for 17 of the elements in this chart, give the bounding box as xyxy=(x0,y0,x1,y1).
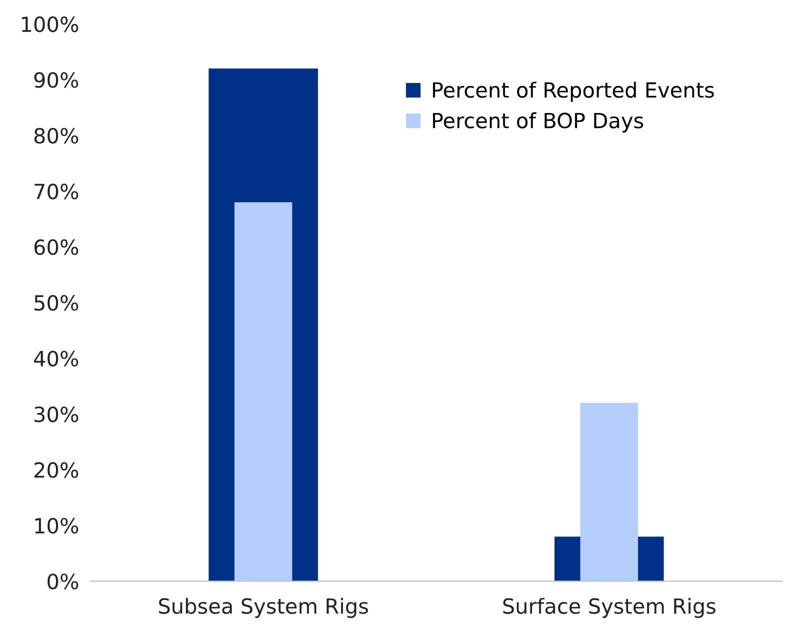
legend-label: Percent of BOP Days xyxy=(432,112,644,132)
y-tick-label: 100% xyxy=(22,16,78,32)
y-tick-label: 50% xyxy=(34,295,78,311)
x-tick-label: Subsea System Rigs xyxy=(159,598,368,618)
y-tick-label: 0% xyxy=(48,574,78,590)
y-tick-label: 40% xyxy=(34,350,78,366)
y-tick-label: 10% xyxy=(35,518,78,534)
x-tick-label: Surface System Rigs xyxy=(503,598,716,618)
y-tick-label: 90% xyxy=(34,72,78,88)
bar xyxy=(234,202,292,582)
y-tick-label: 70% xyxy=(34,184,78,200)
bar xyxy=(580,402,638,582)
y-tick-label: 20% xyxy=(34,462,78,478)
legend-label: Percent of Reported Events xyxy=(432,82,714,102)
y-tick-label: 60% xyxy=(34,239,78,256)
y-tick-label: 30% xyxy=(34,406,78,422)
y-tick-label: 80% xyxy=(34,128,78,144)
